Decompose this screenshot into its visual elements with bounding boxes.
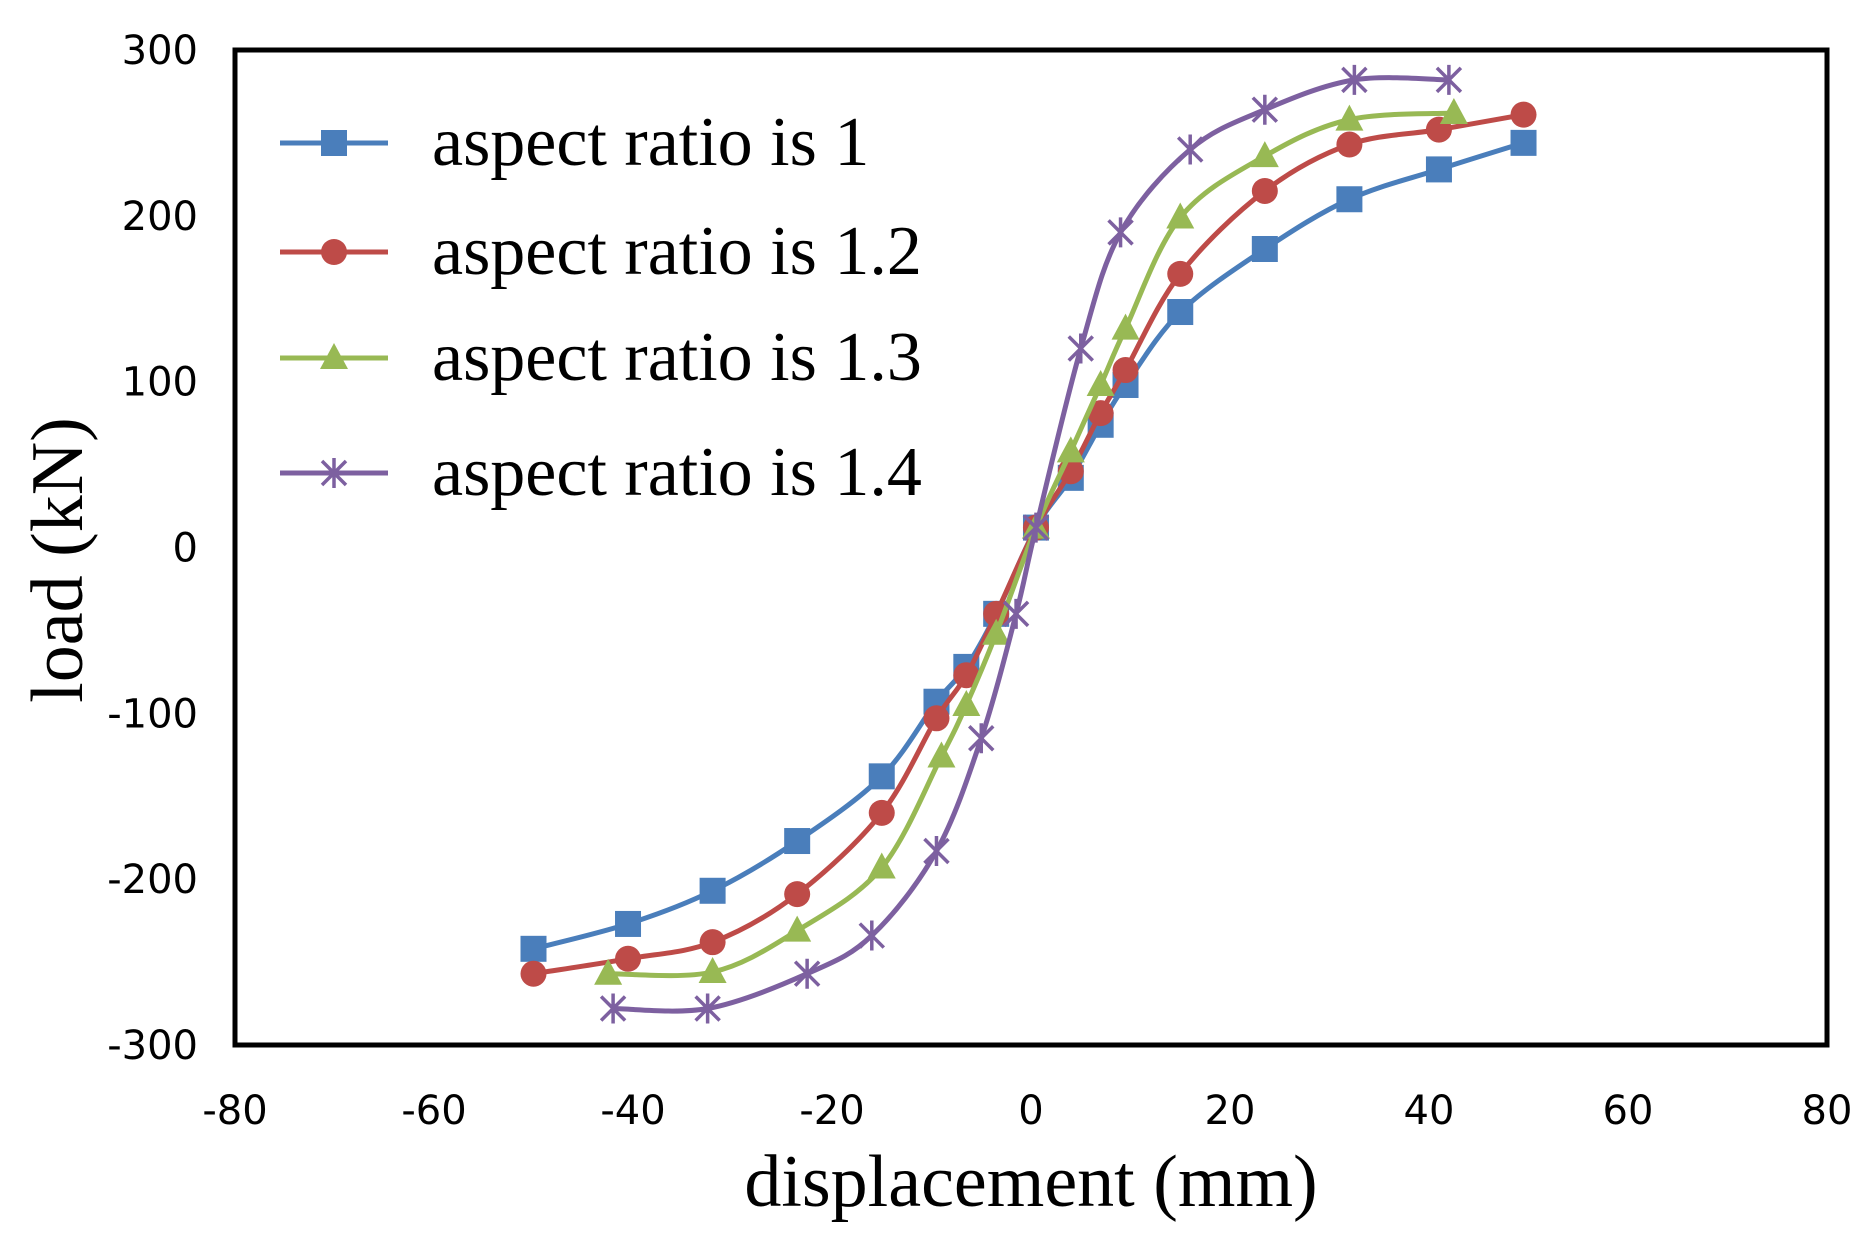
legend-item: aspect ratio is 1.2 bbox=[280, 213, 922, 290]
legend-marker bbox=[320, 458, 348, 488]
data-point bbox=[594, 958, 623, 985]
data-point bbox=[615, 945, 642, 972]
legend: aspect ratio is 1 aspect ratio is 1.2 aspe… bbox=[280, 104, 922, 511]
data-point bbox=[784, 828, 811, 855]
x-tick-label: -80 bbox=[202, 1088, 267, 1134]
y-tick-label: -300 bbox=[107, 1023, 198, 1069]
data-point bbox=[793, 958, 821, 989]
data-point bbox=[1251, 236, 1278, 262]
x-tick-label: -20 bbox=[799, 1088, 864, 1134]
data-point bbox=[1167, 299, 1194, 326]
data-point bbox=[1341, 64, 1368, 95]
y-tick-label: -100 bbox=[107, 691, 198, 737]
plot-area-frame bbox=[232, 47, 1830, 1048]
legend-label: aspect ratio is 1 bbox=[432, 104, 869, 181]
data-point bbox=[867, 852, 896, 879]
data-point bbox=[868, 799, 895, 826]
data-point bbox=[1510, 101, 1537, 128]
legend-item: aspect ratio is 1 bbox=[280, 104, 869, 181]
data-point bbox=[520, 960, 547, 987]
data-point bbox=[1336, 186, 1363, 213]
legend-marker bbox=[320, 343, 348, 369]
legend-label: aspect ratio is 1.3 bbox=[432, 319, 922, 396]
data-point bbox=[698, 957, 727, 984]
series-4 bbox=[599, 64, 1463, 1024]
x-tick-label: 40 bbox=[1404, 1088, 1455, 1134]
data-point bbox=[1435, 64, 1463, 95]
data-point bbox=[1002, 598, 1030, 629]
data-point bbox=[520, 935, 547, 962]
data-point bbox=[1250, 141, 1279, 168]
data-point bbox=[1510, 129, 1537, 156]
data-point bbox=[1087, 400, 1114, 427]
data-point bbox=[1111, 313, 1140, 340]
x-tick-label: -60 bbox=[401, 1088, 466, 1134]
data-point bbox=[952, 690, 981, 717]
legend-marker bbox=[321, 130, 347, 156]
y-axis-title: load (kN) bbox=[17, 417, 99, 703]
data-point bbox=[1067, 333, 1094, 364]
data-point bbox=[868, 763, 895, 790]
data-point bbox=[1086, 369, 1115, 396]
legend-item: aspect ratio is 1.3 bbox=[280, 319, 922, 396]
x-tick-label: 20 bbox=[1205, 1088, 1256, 1134]
y-tick-label: 200 bbox=[122, 194, 198, 240]
legend-label: aspect ratio is 1.4 bbox=[432, 434, 922, 511]
data-point bbox=[694, 993, 721, 1024]
data-point bbox=[1439, 98, 1468, 125]
data-point bbox=[699, 929, 726, 956]
data-point bbox=[1251, 94, 1279, 125]
legend-marker bbox=[321, 239, 347, 265]
data-point bbox=[1176, 134, 1204, 165]
y-tick-label: -200 bbox=[107, 857, 198, 903]
series-line bbox=[610, 75, 1452, 1014]
data-point bbox=[923, 835, 950, 866]
data-point bbox=[1107, 217, 1134, 248]
data-point bbox=[1022, 512, 1050, 543]
legend-label: aspect ratio is 1.2 bbox=[432, 213, 922, 290]
x-axis-title: displacement (mm) bbox=[744, 1141, 1317, 1223]
data-point bbox=[783, 915, 812, 942]
data-point bbox=[1112, 357, 1139, 384]
series-layer bbox=[520, 64, 1537, 1024]
data-point bbox=[615, 910, 642, 937]
y-axis-tick-labels: 300 200 100 0 -100 -200 -300 bbox=[107, 28, 198, 1069]
legend-item: aspect ratio is 1.4 bbox=[280, 434, 922, 511]
x-axis-tick-labels: -80 -60 -40 -20 0 20 40 60 80 bbox=[202, 1088, 1852, 1134]
data-point bbox=[1251, 177, 1278, 204]
data-point bbox=[1335, 104, 1364, 131]
data-point bbox=[784, 881, 811, 908]
x-tick-label: 80 bbox=[1802, 1088, 1853, 1134]
data-point bbox=[1336, 131, 1363, 158]
x-tick-label: 60 bbox=[1603, 1088, 1654, 1134]
x-tick-label: -40 bbox=[600, 1088, 665, 1134]
y-tick-label: 300 bbox=[122, 28, 198, 74]
data-point bbox=[1166, 202, 1195, 229]
x-tick-label: 0 bbox=[1018, 1088, 1043, 1134]
data-point bbox=[927, 741, 956, 768]
data-point bbox=[953, 662, 980, 689]
y-tick-label: 100 bbox=[122, 360, 198, 406]
data-point bbox=[699, 877, 726, 904]
data-point bbox=[599, 993, 627, 1024]
data-point bbox=[858, 920, 886, 951]
data-point bbox=[1167, 260, 1194, 287]
data-point bbox=[1425, 156, 1452, 183]
data-point bbox=[1056, 436, 1085, 463]
data-point bbox=[923, 705, 950, 732]
data-point bbox=[968, 723, 995, 754]
data-point bbox=[982, 618, 1011, 645]
y-tick-label: 0 bbox=[173, 526, 198, 572]
